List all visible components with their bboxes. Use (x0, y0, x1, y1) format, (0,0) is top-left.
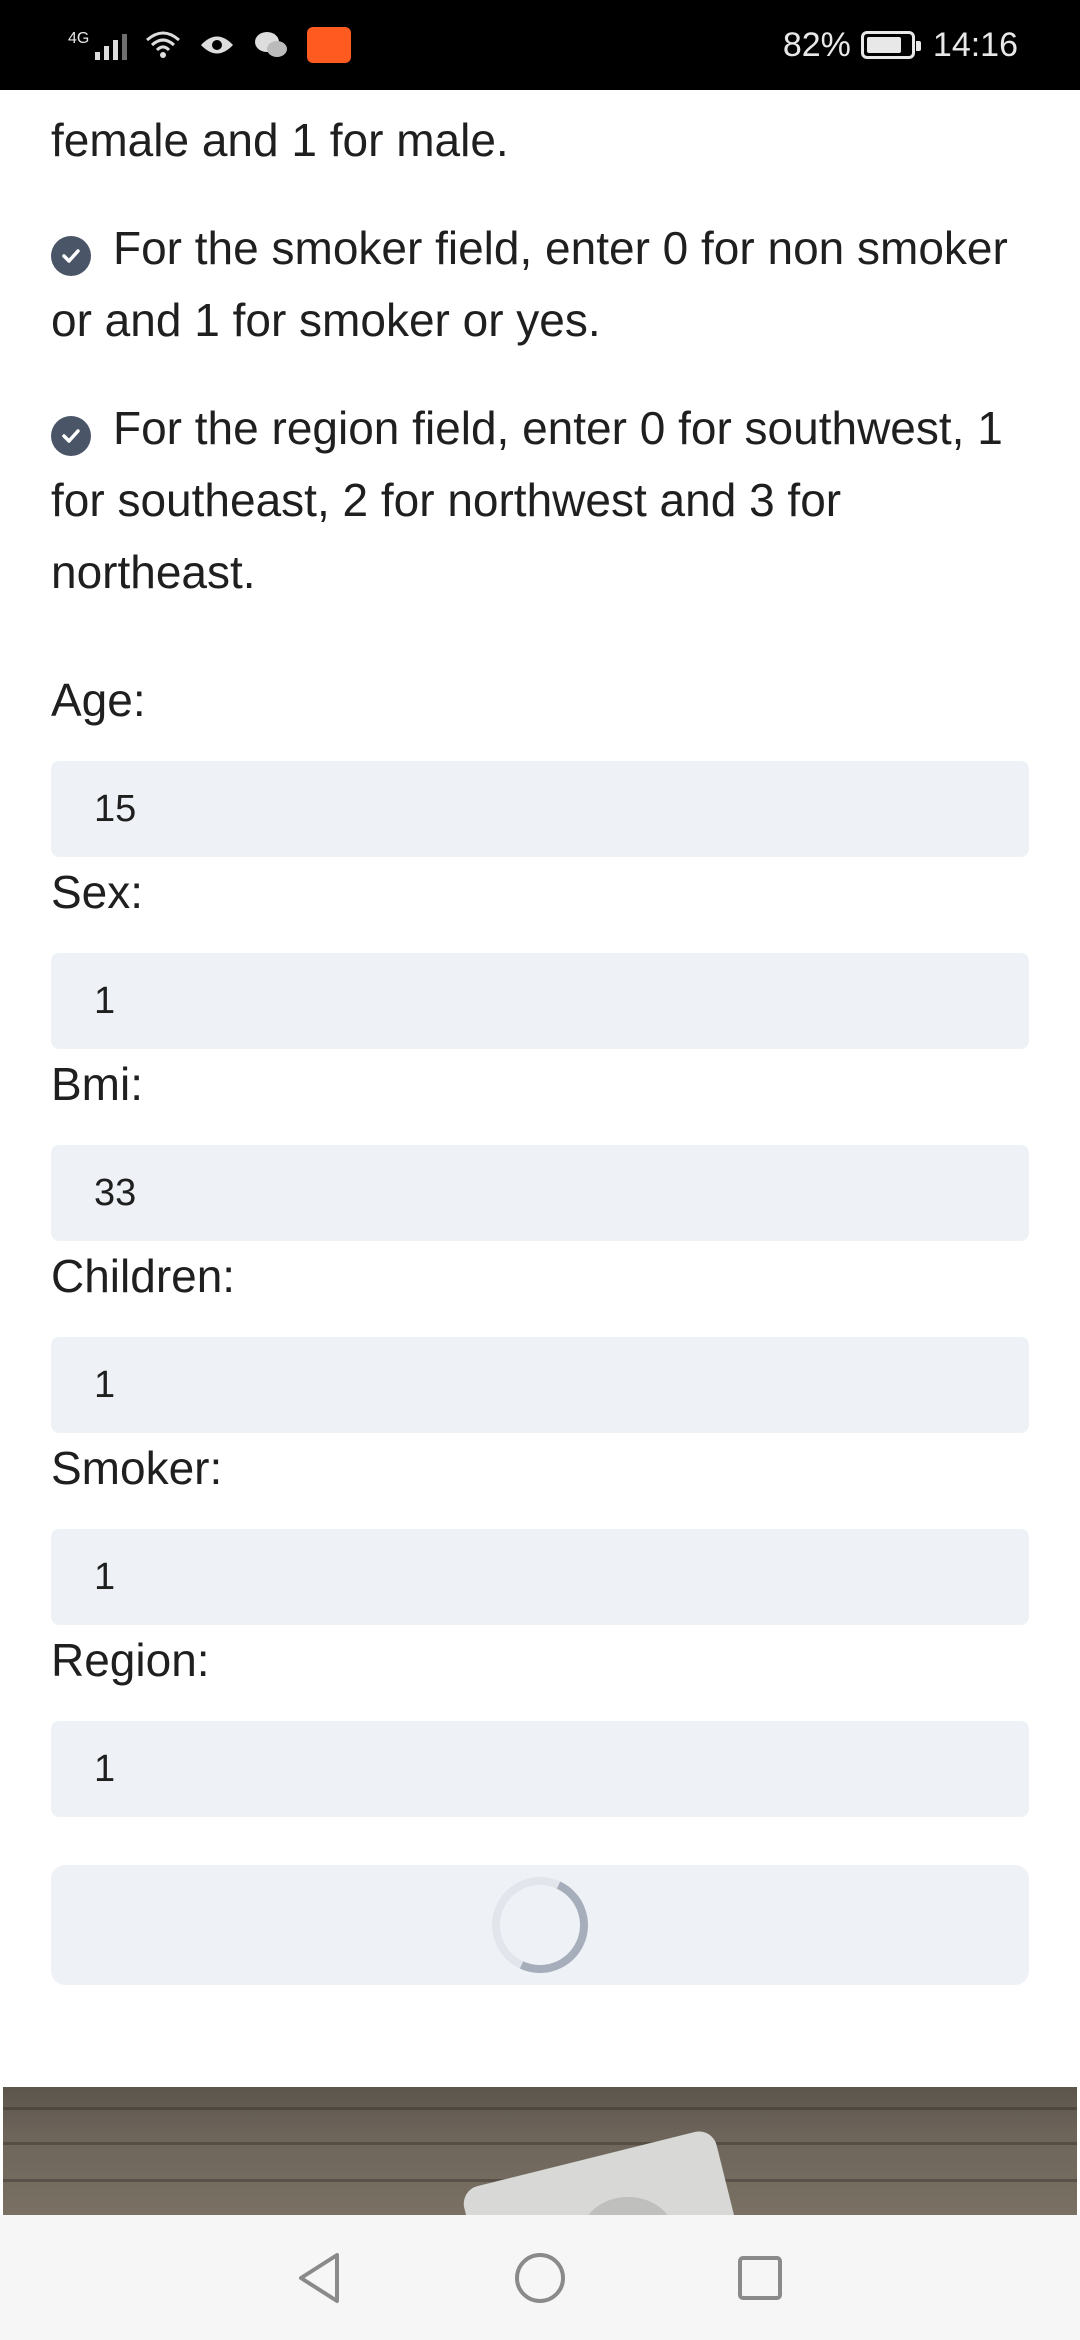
submit-button[interactable] (51, 1863, 1029, 1987)
battery-percent: 82% (782, 25, 851, 64)
app-notification-icon (307, 27, 352, 63)
children-label: Children: (51, 1250, 236, 1302)
battery-icon (860, 31, 921, 59)
recents-button[interactable] (730, 2248, 790, 2308)
back-triangle-icon (299, 2252, 339, 2303)
home-button[interactable] (510, 2248, 570, 2308)
region-label: Region: (51, 1634, 210, 1686)
region-instruction-text: For the region field, enter 0 for southw… (51, 402, 1003, 598)
region-input[interactable] (51, 1721, 1029, 1817)
back-button[interactable] (290, 2248, 350, 2308)
result-image (3, 2087, 1077, 2215)
status-right: 82% 14:16 (783, 26, 1018, 65)
wifi-icon (146, 31, 181, 58)
check-circle-icon (51, 416, 91, 456)
bmi-input[interactable] (51, 1145, 1029, 1241)
check-circle-icon (51, 236, 91, 276)
cellular-signal-icon: 4G (68, 30, 128, 60)
pill (583, 2197, 673, 2215)
sex-label: Sex: (51, 866, 144, 918)
smoker-instruction-text: For the smoker field, enter 0 for non sm… (51, 222, 1008, 346)
status-bar: 4G 82% 14:16 (0, 0, 1080, 90)
sex-instruction-partial: female and 1 for male. (51, 114, 509, 166)
bmi-label: Bmi: (51, 1058, 143, 1110)
eye-icon (201, 36, 234, 54)
recents-square-icon (738, 2255, 782, 2300)
sex-input[interactable] (51, 953, 1029, 1049)
system-nav-bar (0, 2215, 1080, 2340)
region-instruction: For the region field, enter 0 for southw… (51, 392, 1031, 608)
network-type: 4G (68, 30, 90, 47)
loading-spinner-icon (478, 1863, 602, 1987)
home-circle-icon (515, 2252, 565, 2303)
age-label: Age: (51, 674, 146, 726)
smoker-label: Smoker: (51, 1442, 223, 1494)
age-input[interactable] (51, 761, 1029, 857)
clock: 14:16 (932, 25, 1018, 64)
smoker-instruction: For the smoker field, enter 0 for non sm… (51, 212, 1031, 356)
status-left: 4G (68, 27, 352, 63)
smoker-input[interactable] (51, 1529, 1029, 1625)
page-content[interactable]: female and 1 for male. For the smoker fi… (0, 90, 1080, 2215)
children-input[interactable] (51, 1337, 1029, 1433)
wechat-icon (255, 32, 288, 57)
